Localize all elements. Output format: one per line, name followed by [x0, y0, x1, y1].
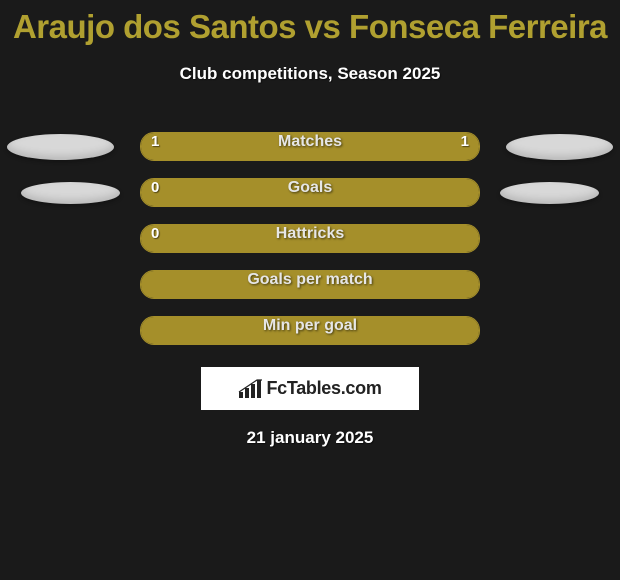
- stat-value-left: 0: [151, 225, 159, 242]
- stat-label: Goals: [288, 179, 332, 197]
- brand-badge: FcTables.com: [201, 367, 419, 410]
- stat-bar: Min per goal: [140, 316, 480, 345]
- comparison-infographic: Araujo dos Santos vs Fonseca Ferreira Cl…: [0, 0, 620, 580]
- player-ellipse: [21, 182, 120, 204]
- stat-row: Hattricks 0: [0, 224, 620, 253]
- date-label: 21 january 2025: [0, 428, 620, 448]
- stat-bar: Goals 0: [140, 178, 480, 207]
- stat-bar: Goals per match: [140, 270, 480, 299]
- page-title: Araujo dos Santos vs Fonseca Ferreira: [0, 0, 620, 46]
- stat-bar: Hattricks 0: [140, 224, 480, 253]
- stat-label: Goals per match: [247, 271, 372, 289]
- stat-row: Goals per match: [0, 270, 620, 299]
- stat-value-right: 1: [461, 133, 469, 150]
- stat-label: Hattricks: [276, 225, 344, 243]
- player-ellipse: [506, 134, 613, 160]
- brand-text: FcTables.com: [266, 378, 381, 399]
- subtitle: Club competitions, Season 2025: [0, 64, 620, 84]
- player-ellipse: [7, 134, 114, 160]
- stat-label: Min per goal: [263, 317, 357, 335]
- stat-value-left: 0: [151, 179, 159, 196]
- player-ellipse: [500, 182, 599, 204]
- stat-row: Min per goal: [0, 316, 620, 345]
- stat-label: Matches: [278, 133, 342, 151]
- stat-bar: Matches 1 1: [140, 132, 480, 161]
- bar-chart-icon: [238, 379, 262, 399]
- stat-value-left: 1: [151, 133, 159, 150]
- stat-rows: Matches 1 1 Goals 0 Hattricks 0 Goals per match…: [0, 132, 620, 345]
